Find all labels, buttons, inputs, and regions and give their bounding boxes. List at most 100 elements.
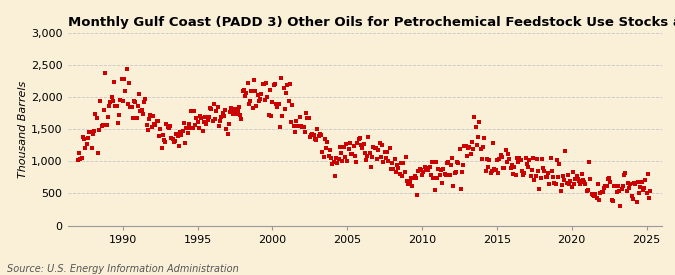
Text: Source: U.S. Energy Information Administration: Source: U.S. Energy Information Administ… [7,264,238,274]
Point [541,175,552,179]
Point [497,166,508,170]
Point [456,170,467,174]
Point [138,112,148,117]
Point [151,119,162,123]
Point [463,146,474,150]
Point [371,146,381,150]
Point [396,160,406,165]
Point [415,167,426,172]
Point [353,137,364,141]
Point [643,171,653,176]
Point [116,77,127,81]
Point [431,160,441,164]
Point [110,104,121,109]
Point [406,176,416,181]
Point [340,155,350,159]
Point [450,170,461,174]
Point [589,193,599,198]
Point [369,146,380,151]
Point [300,130,310,134]
Point [601,184,612,188]
Point [97,123,108,128]
Point [316,133,327,137]
Point [247,106,258,110]
Point [198,120,209,124]
Point [452,160,462,164]
Point [200,114,211,119]
Point [358,142,369,146]
Point [529,178,540,182]
Point [194,125,205,130]
Point [256,92,267,96]
Point [392,163,402,168]
Point [509,165,520,169]
Point [479,136,490,140]
Point [122,67,132,72]
Point [626,194,637,199]
Point [576,171,587,176]
Point [440,173,451,178]
Point [104,104,115,108]
Point [546,169,557,173]
Point [310,138,321,142]
Point [290,130,300,134]
Point [203,114,214,119]
Point [124,81,134,86]
Point [173,144,184,148]
Point [90,112,101,116]
Point [377,142,387,147]
Point [597,190,608,195]
Point [230,107,240,111]
Point [225,109,236,114]
Point [490,167,501,172]
Point [138,100,149,105]
Point [166,136,177,140]
Point [119,77,130,81]
Point [612,183,623,188]
Point [378,160,389,164]
Point [207,119,218,123]
Point [364,151,375,155]
Point [360,158,371,163]
Point [547,175,558,180]
Point [518,172,529,177]
Point [513,160,524,164]
Point [462,154,472,158]
Point [232,109,243,113]
Point [125,105,136,109]
Point [565,178,576,183]
Point [167,137,178,142]
Point [468,147,479,151]
Point [332,161,343,165]
Point [389,157,400,161]
Point [269,81,280,86]
Point [250,89,261,93]
Point [210,117,221,122]
Point [262,95,273,99]
Point [400,155,411,159]
Point [537,156,547,161]
Point [343,147,354,152]
Point [338,145,349,149]
Point [269,82,279,87]
Point [205,106,215,110]
Point [346,152,356,156]
Point [191,116,202,120]
Point [273,102,284,106]
Point [636,180,647,184]
Point [185,126,196,130]
Point [637,188,648,192]
Point [136,108,147,112]
Point [153,118,163,123]
Point [383,158,394,163]
Point [328,160,339,164]
Point [227,112,238,116]
Point [435,168,446,172]
Point [605,180,616,184]
Point [172,134,183,139]
Point [628,197,639,202]
Point [372,157,383,161]
Point [587,193,598,197]
Point [412,192,423,197]
Point [235,113,246,117]
